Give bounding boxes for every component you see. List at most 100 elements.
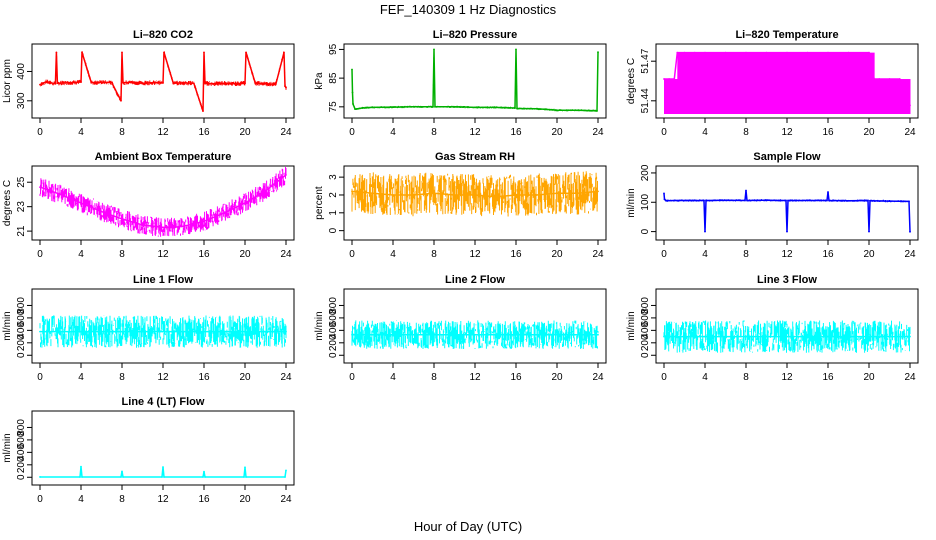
data-point [412, 194, 415, 196]
data-point [285, 469, 287, 472]
data-point [371, 333, 374, 336]
x-tick-label: 8 [743, 372, 749, 383]
data-point [244, 466, 246, 469]
data-layer [663, 189, 911, 233]
x-tick-label: 4 [78, 494, 84, 505]
data-point [888, 335, 891, 338]
data-point [556, 109, 558, 112]
x-tick-label: 20 [863, 249, 875, 260]
x-tick-label: 0 [37, 249, 43, 260]
x-tick-label: 12 [157, 494, 169, 505]
data-point [556, 192, 558, 195]
data-point [371, 106, 374, 109]
y-tick-label: 1 [328, 210, 339, 216]
data-point [80, 202, 82, 204]
series-line [40, 466, 287, 478]
data-point [392, 333, 394, 336]
panel-title: Ambient Box Temperature [95, 151, 232, 163]
y-axis-label: ml/min [2, 433, 13, 462]
y-tick-label: 25 [16, 176, 27, 188]
data-point [213, 82, 216, 85]
data-point [284, 85, 286, 88]
data-bar [787, 52, 808, 114]
data-point [765, 199, 768, 202]
data-point [39, 330, 41, 333]
data-point [888, 200, 891, 202]
x-tick-label: 4 [702, 372, 708, 383]
data-point [392, 194, 394, 196]
x-tick-label: 4 [78, 372, 84, 383]
x-tick-label: 4 [78, 127, 84, 138]
y-axis-label: ml/min [2, 311, 13, 340]
x-tick-label: 0 [661, 372, 667, 383]
y-tick-label: 600 [640, 309, 651, 326]
data-point [535, 333, 538, 336]
data-point [131, 81, 134, 84]
data-point [80, 81, 82, 83]
data-layer [351, 171, 599, 217]
data-point [453, 105, 456, 108]
data-point [433, 192, 435, 195]
x-tick-label: 16 [510, 249, 522, 260]
data-point [204, 476, 206, 478]
x-tick-label: 16 [510, 372, 522, 383]
data-point [351, 91, 354, 94]
data-bar [694, 52, 706, 114]
x-tick-label: 8 [119, 494, 125, 505]
y-axis-label: ml/min [314, 311, 325, 340]
x-tick-label: 12 [781, 127, 793, 138]
data-point [59, 193, 62, 196]
panel-title: Li–820 Temperature [735, 29, 838, 41]
series-band [663, 320, 911, 353]
data-layer [39, 167, 287, 237]
y-tick-label: 100 [640, 193, 651, 210]
y-tick-label: 200 [328, 334, 339, 351]
x-tick-label: 4 [78, 249, 84, 260]
data-point [827, 335, 829, 338]
x-tick-label: 20 [239, 127, 251, 138]
data-point [550, 108, 553, 111]
panel-title: Line 1 Flow [133, 274, 193, 286]
data-point [121, 330, 123, 333]
x-tick-label: 12 [469, 127, 481, 138]
data-point [110, 81, 113, 84]
y-tick-label: 51.44 [640, 88, 651, 113]
data-point [705, 199, 707, 202]
y-axis-label: degrees C [626, 58, 637, 104]
data-point [412, 333, 415, 336]
data-bar [828, 52, 849, 114]
data-bar [899, 79, 911, 114]
data-point [868, 335, 870, 338]
data-point [744, 199, 746, 202]
y-tick-label: 800 [16, 419, 27, 436]
data-point [361, 107, 364, 109]
data-point [285, 330, 287, 333]
data-point [806, 199, 809, 202]
data-point [162, 330, 164, 333]
panel: Li–820 Pressure 0 4 8 12 16 20 24 75 85 95 kPa [314, 29, 607, 138]
y-tick-label: 200 [640, 164, 651, 181]
data-point [597, 190, 599, 193]
data-point [182, 330, 185, 333]
series-line [351, 49, 599, 112]
y-tick-label: 0 [640, 352, 651, 358]
series-band [39, 315, 287, 348]
data-point [172, 82, 175, 85]
x-tick-label: 4 [390, 249, 396, 260]
y-tick-label: 400 [16, 63, 27, 80]
data-point [42, 82, 44, 85]
data-bar [674, 79, 678, 114]
x-tick-label: 8 [119, 372, 125, 383]
data-point [100, 210, 103, 213]
data-point [39, 476, 41, 478]
data-point [80, 465, 82, 468]
y-tick-label: 85 [328, 72, 339, 84]
x-tick-label: 0 [37, 494, 43, 505]
data-point [515, 333, 517, 336]
x-tick-label: 16 [510, 127, 522, 138]
panel: Li–820 Temperature 0 4 8 12 16 20 24 51.44 51.47d… [626, 29, 919, 138]
data-bar [807, 52, 829, 114]
